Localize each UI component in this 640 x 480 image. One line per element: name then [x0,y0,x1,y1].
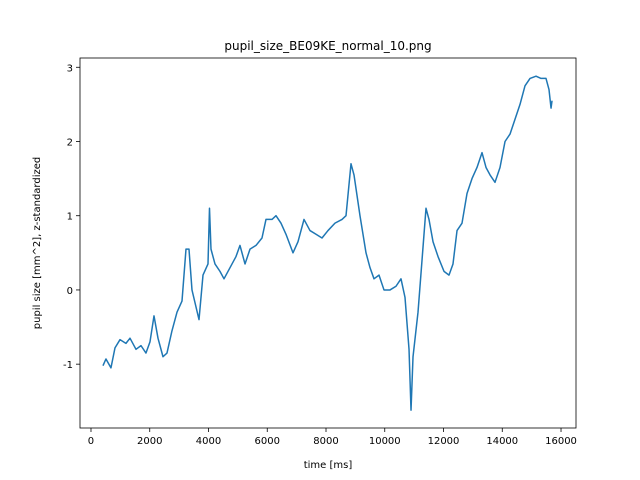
x-tick-label: 4000 [196,436,221,447]
y-tick-label: 0 [67,286,73,297]
chart-title: pupil_size_BE09KE_normal_10.png [224,39,431,53]
y-tick-label: -1 [63,360,73,371]
x-tick-label: 16000 [545,436,577,447]
x-tick-label: 8000 [313,436,338,447]
y-tick-label: 1 [67,212,73,223]
x-tick-label: 12000 [428,436,460,447]
x-tick-label: 0 [88,436,94,447]
y-tick-label: 3 [67,63,73,74]
y-tick-label: 2 [67,138,73,149]
x-tick-label: 14000 [486,436,518,447]
x-tick-label: 6000 [255,436,280,447]
data-line [102,75,553,411]
plot-frame [79,57,577,429]
y-axis-label: pupil size [mm^2], z-standardized [32,157,43,329]
x-tick-label: 2000 [137,436,162,447]
x-axis-label: time [ms] [304,460,353,471]
x-tick-label: 10000 [369,436,401,447]
